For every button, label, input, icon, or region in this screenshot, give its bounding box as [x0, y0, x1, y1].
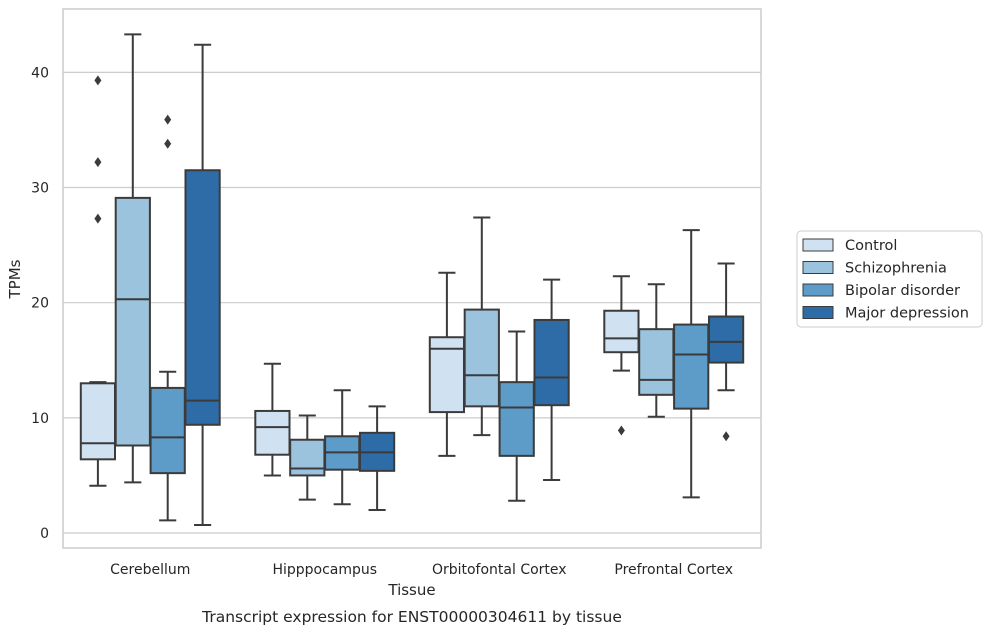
box-iqr: [707, 315, 745, 364]
outlier-point: [164, 114, 172, 125]
x-axis-ticks: Cerebellum Hipppocampus Orbitofontal Corte…: [110, 562, 733, 578]
box-control-cerebellum: [79, 75, 117, 487]
box-iqr: [289, 438, 326, 477]
y-tick-label: 40: [31, 65, 49, 81]
box-bipolar-disorder-cerebellum: [149, 114, 186, 522]
outlier-point: [94, 157, 102, 168]
x-axis-label: Tissue: [387, 581, 435, 599]
box-iqr: [463, 308, 500, 408]
y-tick-label: 10: [31, 411, 49, 427]
box-iqr: [673, 323, 710, 410]
legend: Control Schizophrenia Bipolar disorder Majo…: [796, 230, 983, 328]
y-axis-label: TPMs: [6, 259, 24, 299]
legend-label: Schizophrenia: [845, 261, 947, 277]
legend-swatch: [802, 238, 834, 252]
box-control-hipppocampus: [254, 362, 291, 477]
legend-frame: [796, 230, 983, 328]
outlier-point: [722, 431, 730, 442]
legend-swatch: [802, 306, 834, 319]
outlier-point: [164, 138, 172, 149]
x-tick-label: Cerebellum: [110, 562, 190, 578]
box-schizophrenia-prefrontal-cortex: [638, 283, 675, 418]
box-iqr: [603, 309, 640, 354]
y-axis-ticks: 0 10 20 30 40: [31, 65, 49, 542]
box-control-prefrontal-cortex: [603, 275, 640, 436]
box-iqr: [149, 386, 186, 475]
legend-swatch: [802, 283, 834, 297]
y-tick-label: 20: [31, 296, 49, 312]
boxes: [79, 33, 745, 526]
x-tick-label: Prefrontal Cortex: [614, 562, 733, 578]
box-schizophrenia-orbitofontal-cortex: [463, 216, 500, 437]
legend-swatch: [802, 261, 834, 274]
box-major-depression-cerebellum: [184, 43, 221, 526]
box-iqr: [638, 328, 675, 396]
box-iqr: [254, 409, 291, 456]
box-iqr: [79, 382, 117, 461]
box-bipolar-disorder-prefrontal-cortex: [673, 229, 710, 499]
outlier-point: [94, 75, 102, 86]
box-iqr: [114, 196, 151, 447]
outlier-point: [617, 425, 625, 436]
box-control-orbitofontal-cortex: [428, 271, 466, 457]
box-major-depression-hipppocampus: [358, 405, 396, 511]
legend-label: Control: [845, 238, 897, 254]
box-schizophrenia-cerebellum: [114, 33, 151, 484]
x-tick-label: Orbitofontal Cortex: [432, 562, 567, 578]
legend-label: Major depression: [845, 306, 969, 322]
box-schizophrenia-hipppocampus: [289, 414, 326, 501]
legend-label: Bipolar disorder: [845, 283, 960, 299]
box-iqr: [498, 381, 535, 457]
x-tick-label: Hipppocampus: [272, 562, 377, 578]
chart-caption: Transcript expression for ENST0000030461…: [201, 608, 622, 626]
box-bipolar-disorder-orbitofontal-cortex: [498, 330, 535, 502]
box-bipolar-disorder-hipppocampus: [324, 389, 361, 506]
y-tick-label: 30: [31, 181, 49, 197]
box-major-depression-prefrontal-cortex: [707, 262, 745, 442]
box-iqr: [184, 169, 221, 426]
plot-frame: [62, 8, 762, 549]
outlier-point: [94, 213, 102, 224]
box-major-depression-orbitofontal-cortex: [533, 278, 570, 482]
box-iqr: [533, 318, 570, 407]
y-tick-label: 0: [40, 526, 49, 542]
